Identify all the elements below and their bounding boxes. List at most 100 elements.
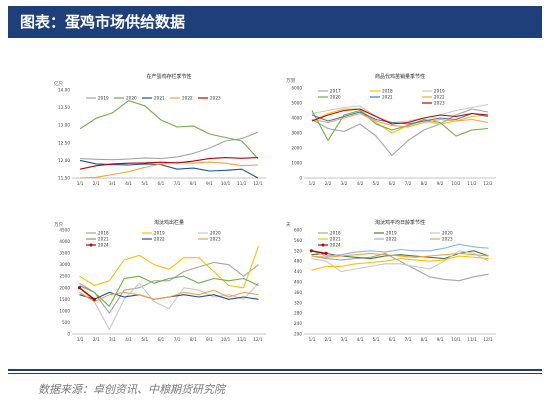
legend-entry: 2022 [374,237,397,242]
x-tick-label: 5/1 [141,181,148,186]
y-tick-label: 3500 [59,251,70,256]
x-tick-label: 4/2 [357,181,364,186]
y-tick-label: 0 [67,332,70,337]
y-tick-label: 240 [294,321,302,326]
x-tick-label: 2/2 [325,181,332,186]
y-tick-label: 3000 [59,262,70,267]
legend-marker [89,243,93,247]
x-tick-label: 8/2 [421,181,428,186]
x-tick-label: 3/1 [341,337,348,342]
legend-label: 2019 [434,89,445,94]
series-line-2021 [79,275,259,307]
y-tick-label: 560 [294,238,302,243]
y-tick-label: 3000 [291,131,302,136]
x-tick-label: 3/1 [109,337,116,342]
x-tick-label: 6/1 [389,337,396,342]
x-tick-label: 8/1 [190,181,197,186]
legend-entry: 2019 [374,231,397,236]
x-tick-label: 11/2 [467,181,477,186]
series-line-2023 [79,157,258,170]
y-axis-label: 万羽 [286,78,295,84]
x-tick-label: 10/1 [451,337,461,342]
x-tick-label: 9/1 [206,181,213,186]
x-tick-label: 5/1 [141,337,148,342]
legend-entry: 2019 [142,231,165,236]
y-axis-label: 万只 [54,222,63,228]
y-tick-label: 0 [299,176,302,181]
y-tick-label: 5000 [291,101,302,106]
chart-culled-hen-volume: 淘汰鸡出栏量 万只 4500 4000 3500 3000 2500 2000 1500 1000… [50,218,272,348]
y-tick-label: 1000 [291,161,302,166]
y-tick-label: 480 [294,259,302,264]
legend-entry: 2023 [430,237,453,242]
x-tick-label: 8/1 [421,337,428,342]
x-tick-label: 1/1 [309,337,316,342]
series-marker-2024 [77,286,82,290]
legend-entry: 2018 [318,231,341,236]
legend-marker [321,243,325,247]
series-line-2023 [79,289,259,303]
x-tick-label: 11/1 [467,337,477,342]
chart-title: 在产蛋鸡存栏季节性 [146,73,191,80]
x-tick-label: 1/1 [77,337,84,342]
series-line-2017 [311,108,489,157]
legend-entry: 2019 [86,96,109,101]
x-tick-label: 4/1 [125,181,132,186]
y-tick-label: 6000 [291,86,302,91]
page-title: 图表：蛋鸡市场供给数据 [20,13,186,31]
legend-entry: 2024 [86,243,109,248]
series-marker-2024 [324,251,328,255]
series-line-2018 [79,261,259,314]
legend-entry: 2020 [198,231,221,236]
x-tick-label: 6/2 [389,181,396,186]
chart-title: 淘汰鸡平均日龄季节性 [375,219,425,226]
x-tick-label: 9/1 [206,337,213,342]
legend-entry: 2020 [430,231,453,236]
y-tick-label: 11.50 [58,176,70,181]
footer-divider-thin [8,373,542,374]
y-tick-label: 1000 [59,308,70,313]
y-tick-label: 2500 [59,274,70,279]
y-tick-label: 1500 [59,297,70,302]
y-tick-label: 4000 [59,239,70,244]
legend-entry: 2022 [170,96,193,101]
x-tick-label: 10/1 [221,337,231,342]
x-tick-label: 8/1 [190,337,197,342]
x-tick-label: 2/1 [93,181,100,186]
chart-title: 淘汰鸡出栏量 [154,219,184,226]
chart-egg-hen-inventory: 在产蛋鸡存栏季节性 亿只 14.00 13.50 13.00 12.50 12.00 11.5… [50,72,272,192]
x-tick-label: 9/2 [437,181,444,186]
y-tick-label: 12.00 [58,158,70,163]
x-tick-label: 11/1 [237,337,247,342]
x-tick-label: 4/1 [357,337,364,342]
x-tick-label: 7/1 [174,337,181,342]
x-tick-label: 1/1 [77,181,84,186]
legend-label: 2017 [330,89,341,94]
x-tick-label: 6/1 [158,337,165,342]
x-tick-label: 10/2 [451,181,461,186]
legend-entry: 2022 [142,237,165,242]
y-tick-label: 500 [62,320,70,325]
legend-label: 2019 [154,231,165,236]
x-tick-label: 6/1 [158,181,165,186]
x-tick-label: 7/1 [405,337,412,342]
x-tick-label: 12/1 [483,337,493,342]
x-tick-label: 2/1 [93,337,100,342]
legend-label: 2021 [154,96,165,101]
y-tick-label: 2000 [291,146,302,151]
legend-label: 2019 [98,96,109,101]
series-line-2021 [311,255,489,271]
x-tick-label: 4/1 [125,337,132,342]
chart-culled-hen-age: 淘汰鸡平均日龄季节性 天 600 560 520 480 440 400 360 320 280 24… [282,218,502,348]
y-axis-label: 天 [286,222,291,228]
legend-label: 2020 [330,95,341,100]
x-tick-label: 11/1 [237,181,247,186]
x-tick-label: 7/2 [405,181,412,186]
series-line-2020 [79,100,259,159]
x-tick-label: 2/1 [325,337,332,342]
x-tick-label: 1/2 [309,181,316,186]
y-tick-label: 13.00 [58,123,70,128]
